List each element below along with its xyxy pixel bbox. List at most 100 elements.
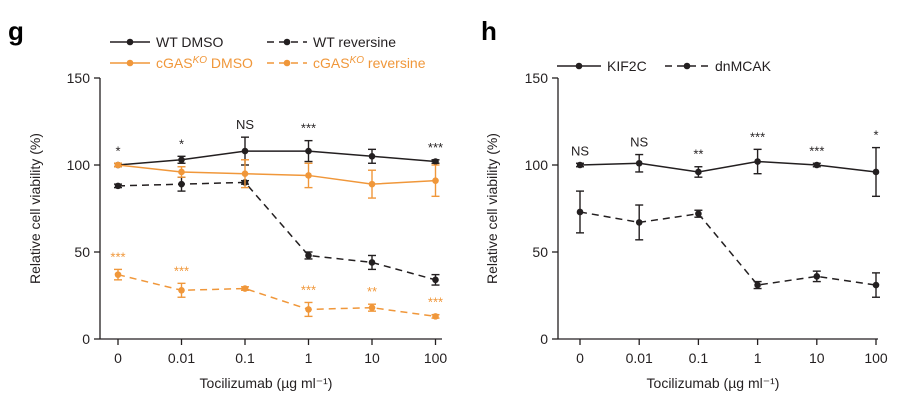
x-tick-label: 0 <box>576 350 584 366</box>
x-tick-label: 0.1 <box>235 350 255 366</box>
data-point <box>368 153 376 160</box>
data-point <box>114 161 122 169</box>
legend-swatch-marker <box>575 62 583 70</box>
y-tick-label: 0 <box>540 331 548 347</box>
x-tick-label: 1 <box>754 350 762 366</box>
legend-swatch-marker <box>126 38 134 46</box>
y-tick-label: 150 <box>67 70 91 86</box>
legend-entry: cGASKO reversine <box>267 55 426 72</box>
legend-entry: KIF2C <box>557 58 647 74</box>
data-point <box>368 304 376 311</box>
data-point <box>872 281 880 289</box>
data-point <box>305 147 312 155</box>
data-point <box>432 158 439 165</box>
x-tick-label: 0.01 <box>168 350 195 366</box>
series-wt-reversine <box>114 176 440 286</box>
x-tick-label: 0.1 <box>689 350 709 366</box>
legend-swatch-marker <box>283 38 291 46</box>
data-point <box>635 219 643 226</box>
legend-swatch-marker <box>683 62 691 70</box>
significance-label: *** <box>301 282 316 297</box>
x-tick-label: 100 <box>424 350 448 366</box>
significance-label: * <box>873 128 878 143</box>
series-cgas-ko-reversine <box>114 268 440 320</box>
legend-label: cGASKO DMSO <box>156 55 253 72</box>
x-tick-label: 10 <box>809 350 825 366</box>
data-point <box>178 180 185 188</box>
significance-label: *** <box>174 263 189 278</box>
data-point <box>576 208 584 216</box>
data-point <box>432 276 439 284</box>
legend-label: WT DMSO <box>156 34 224 50</box>
chart-panel-h: 0 50 100 150 0 0.01 0.1 1 10 100 Tocilizumab (µg m… <box>484 58 888 391</box>
data-point <box>813 161 821 169</box>
legend-label: dnMCAK <box>715 58 772 74</box>
x-axis-title: Tocilizumab (µg ml⁻¹) <box>647 375 780 391</box>
data-point <box>114 182 122 190</box>
x-tick-label: 0.01 <box>626 350 653 366</box>
significance-label: NS <box>630 135 648 150</box>
y-axis-title: Relative cell viability (%) <box>27 133 43 284</box>
significance-label: *** <box>809 143 824 158</box>
significance-label: *** <box>428 140 443 155</box>
data-point <box>872 168 880 176</box>
y-tick-label: 0 <box>82 331 90 347</box>
significance-label: *** <box>750 129 765 144</box>
data-point <box>635 159 643 167</box>
legend-entry: cGASKO DMSO <box>110 55 253 72</box>
series-line <box>579 211 877 286</box>
data-point <box>305 252 312 259</box>
data-point <box>432 177 439 184</box>
legend-swatch-marker <box>126 59 134 67</box>
y-tick-label: 50 <box>532 244 548 260</box>
series-dnmcak <box>576 190 880 298</box>
significance-label: *** <box>110 249 125 264</box>
x-tick-label: 1 <box>305 350 313 366</box>
data-point <box>241 285 249 292</box>
panel-letter-h: h <box>481 16 497 46</box>
data-point <box>695 210 702 218</box>
data-point <box>305 306 312 313</box>
series-wt-dmso <box>114 136 440 169</box>
data-point <box>813 273 821 280</box>
x-tick-label: 100 <box>864 350 888 366</box>
data-point <box>754 158 761 165</box>
series-kif2c <box>576 146 880 198</box>
legend-label: KIF2C <box>607 58 647 74</box>
data-point <box>368 259 376 266</box>
significance-label: *** <box>301 121 316 136</box>
data-point <box>576 161 584 169</box>
x-axis-title: Tocilizumab (µg ml⁻¹) <box>200 375 333 391</box>
data-point <box>114 271 122 278</box>
data-point <box>178 168 185 176</box>
legend-label: cGASKO reversine <box>313 55 426 72</box>
legend-entry: dnMCAK <box>665 58 772 74</box>
data-point <box>305 172 312 179</box>
x-tick-label: 0 <box>114 350 122 366</box>
data-point <box>178 286 185 294</box>
significance-label: * <box>179 136 184 151</box>
significance-label: ** <box>693 147 703 162</box>
significance-label: *** <box>428 295 443 310</box>
significance-label: NS <box>571 143 589 158</box>
data-point <box>432 313 439 320</box>
significance-label: NS <box>236 117 254 132</box>
panel-letter-g: g <box>8 16 24 46</box>
data-point <box>368 180 376 188</box>
series-line <box>117 273 436 318</box>
series-line <box>117 164 436 185</box>
data-point <box>178 156 185 164</box>
series-cgas-ko-dmso <box>114 159 440 199</box>
y-tick-label: 100 <box>67 157 91 173</box>
legend-entry: WT reversine <box>267 34 396 50</box>
y-tick-label: 100 <box>525 157 549 173</box>
data-point <box>241 147 249 155</box>
legend-label: WT reversine <box>313 34 396 50</box>
data-point <box>754 281 761 289</box>
y-axis-title: Relative cell viability (%) <box>484 133 500 284</box>
series-line <box>117 150 436 166</box>
legend-entry: WT DMSO <box>110 34 224 50</box>
significance-label: * <box>115 143 120 158</box>
y-tick-label: 50 <box>74 244 90 260</box>
